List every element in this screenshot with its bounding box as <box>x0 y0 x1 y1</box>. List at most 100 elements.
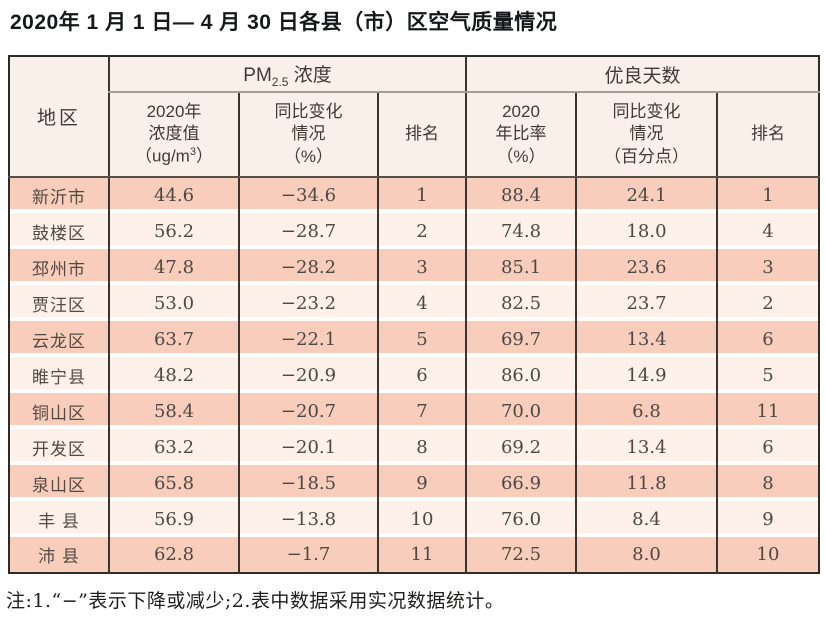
cell-pm-change: −13.8 <box>238 501 378 537</box>
cell-good-rank: 4 <box>715 213 820 249</box>
cell-good-ratio: 69.2 <box>465 429 576 465</box>
table-row: 开发区 63.2 −20.1 8 69.2 13.4 6 <box>9 429 820 465</box>
header-pm-rank: 排名 <box>377 92 466 178</box>
cell-pm-rank: 1 <box>377 177 466 213</box>
cell-good-change: 18.0 <box>575 213 717 249</box>
cell-pm-change: −22.1 <box>238 321 378 357</box>
cell-good-ratio: 69.7 <box>465 321 576 357</box>
table-row: 新沂市 44.6 −34.6 1 88.4 24.1 1 <box>9 177 820 213</box>
unit-superscript: 3 <box>189 146 196 159</box>
cell-pm-value: 56.9 <box>108 501 239 537</box>
cell-pm-value: 63.7 <box>108 321 239 357</box>
table-header: 地区 PM2.5 浓度 优良天数 2020年 浓度值 （ug/m3） 同比变化 … <box>9 56 820 178</box>
cell-region: 泉山区 <box>9 465 109 501</box>
cell-region: 贾汪区 <box>9 285 109 321</box>
cell-good-change: 23.6 <box>575 249 717 285</box>
cell-region: 云龙区 <box>9 321 109 357</box>
table-row: 沛 县 62.8 −1.7 11 72.5 8.0 10 <box>9 537 820 573</box>
cell-region: 睢宁县 <box>9 357 109 393</box>
cell-good-rank: 10 <box>715 537 820 573</box>
cell-region: 沛 县 <box>9 537 109 573</box>
header-pm-change: 同比变化 情况 （%） <box>238 92 378 178</box>
cell-good-change: 6.8 <box>575 393 717 429</box>
cell-region: 鼓楼区 <box>9 213 109 249</box>
header-pm-value: 2020年 浓度值 （ug/m3） <box>108 92 239 178</box>
table-body: 新沂市 44.6 −34.6 1 88.4 24.1 1 鼓楼区 56.2 −28.7 2 74.8 1… <box>9 177 820 573</box>
cell-pm-value: 62.8 <box>108 537 239 573</box>
cell-good-rank: 2 <box>715 285 820 321</box>
cell-pm-value: 65.8 <box>108 465 239 501</box>
table-row: 丰 县 56.9 −13.8 10 76.0 8.4 9 <box>9 501 820 537</box>
header-good-ratio: 2020 年比率 （%） <box>465 92 576 178</box>
cell-pm-rank: 2 <box>377 213 466 249</box>
unit-close: ） <box>195 147 213 167</box>
header-pm-group: PM2.5 浓度 <box>108 56 466 93</box>
cell-pm-change: −28.7 <box>238 213 378 249</box>
header-pm-value-line3: （ug/m3） <box>110 145 238 168</box>
cell-good-change: 13.4 <box>575 429 717 465</box>
table-row: 睢宁县 48.2 −20.9 6 86.0 14.9 5 <box>9 357 820 393</box>
cell-pm-rank: 8 <box>377 429 466 465</box>
cell-good-rank: 1 <box>715 177 820 213</box>
cell-pm-value: 47.8 <box>108 249 239 285</box>
cell-pm-change: −1.7 <box>238 537 378 573</box>
header-good-change: 同比变化 情况 （百分点） <box>575 92 717 178</box>
cell-good-ratio: 70.0 <box>465 393 576 429</box>
header-region: 地区 <box>9 56 109 178</box>
cell-pm-rank: 11 <box>377 537 466 573</box>
cell-good-ratio: 82.5 <box>465 285 576 321</box>
table-row: 云龙区 63.7 −22.1 5 69.7 13.4 6 <box>9 321 820 357</box>
cell-pm-rank: 7 <box>377 393 466 429</box>
cell-pm-change: −34.6 <box>238 177 378 213</box>
cell-good-change: 11.8 <box>575 465 717 501</box>
header-pm-value-line1: 2020年 <box>146 101 202 121</box>
cell-pm-change: −18.5 <box>238 465 378 501</box>
cell-good-rank: 3 <box>715 249 820 285</box>
cell-region: 新沂市 <box>9 177 109 213</box>
cell-good-ratio: 86.0 <box>465 357 576 393</box>
cell-pm-value: 63.2 <box>108 429 239 465</box>
cell-good-change: 23.7 <box>575 285 717 321</box>
cell-region: 铜山区 <box>9 393 109 429</box>
cell-pm-rank: 9 <box>377 465 466 501</box>
cell-good-change: 24.1 <box>575 177 717 213</box>
header-pm-change-line1: 同比变化 <box>274 101 343 121</box>
cell-good-rank: 8 <box>715 465 820 501</box>
cell-good-change: 13.4 <box>575 321 717 357</box>
table-row: 邳州市 47.8 −28.2 3 85.1 23.6 3 <box>9 249 820 285</box>
cell-pm-rank: 6 <box>377 357 466 393</box>
cell-good-rank: 9 <box>715 501 820 537</box>
header-good-ratio-line2: 年比率 <box>495 124 547 144</box>
cell-pm-change: −23.2 <box>238 285 378 321</box>
header-pm-value-line2: 浓度值 <box>148 123 200 143</box>
cell-pm-value: 56.2 <box>108 213 239 249</box>
cell-good-ratio: 76.0 <box>465 501 576 537</box>
header-group-row: 地区 PM2.5 浓度 优良天数 <box>9 56 820 178</box>
table-row: 贾汪区 53.0 −23.2 4 82.5 23.7 2 <box>9 285 820 321</box>
cell-pm-rank: 3 <box>377 249 466 285</box>
cell-good-rank: 5 <box>715 357 820 393</box>
cell-pm-value: 58.4 <box>108 393 239 429</box>
cell-pm-change: −20.1 <box>238 429 378 465</box>
page-title: 2020年 1 月 1 日— 4 月 30 日各县（市）区空气质量情况 <box>10 11 558 34</box>
cell-good-change: 14.9 <box>575 357 717 393</box>
pm-group-suffix: 浓度 <box>288 64 332 86</box>
cell-pm-rank: 10 <box>377 501 466 537</box>
cell-good-rank: 6 <box>715 321 820 357</box>
header-good-change-line3: （百分点） <box>604 146 689 166</box>
unit-open: （ug/m <box>135 147 190 167</box>
cell-region: 邳州市 <box>9 249 109 285</box>
cell-pm-change: −20.7 <box>238 393 378 429</box>
cell-good-ratio: 85.1 <box>465 249 576 285</box>
table-row: 鼓楼区 56.2 −28.7 2 74.8 18.0 4 <box>9 213 820 249</box>
cell-pm-change: −20.9 <box>238 357 378 393</box>
header-sub-row: 2020年 浓度值 （ug/m3） 同比变化 情况 （%） 排名 2020 年比… <box>9 92 820 178</box>
cell-pm-rank: 4 <box>377 285 466 321</box>
cell-pm-value: 48.2 <box>108 357 239 393</box>
cell-pm-change: −28.2 <box>238 249 378 285</box>
cell-good-ratio: 74.8 <box>465 213 576 249</box>
cell-region: 丰 县 <box>9 501 109 537</box>
cell-pm-value: 53.0 <box>108 285 239 321</box>
header-good-ratio-line3: （%） <box>496 146 546 166</box>
